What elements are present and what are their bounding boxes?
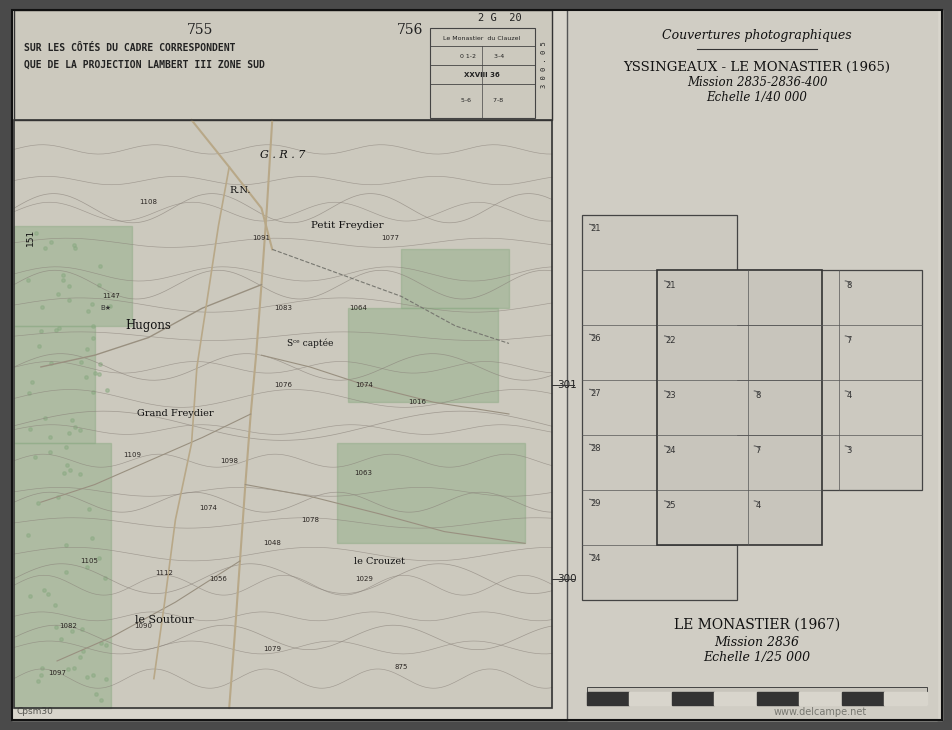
Bar: [799, 692, 842, 705]
Text: 0 1-2         3-4: 0 1-2 3-4: [460, 53, 504, 58]
Polygon shape: [347, 308, 498, 402]
Text: 3 0 0 . 0 5: 3 0 0 . 0 5: [541, 42, 546, 88]
Text: 756: 756: [396, 23, 423, 37]
Text: www.delcampe.net: www.delcampe.net: [773, 707, 865, 717]
Text: 26: 26: [589, 334, 600, 343]
Text: YSSINGEAUX - LE MONASTIER (1965): YSSINGEAUX - LE MONASTIER (1965): [623, 61, 889, 74]
Text: Le Monastier  du Clauzel: Le Monastier du Clauzel: [443, 36, 520, 40]
Text: 1029: 1029: [354, 576, 372, 582]
Text: 1064: 1064: [349, 305, 367, 311]
Text: R.N.: R.N.: [229, 186, 250, 195]
Text: 755: 755: [187, 23, 213, 37]
Text: 1108: 1108: [139, 199, 157, 205]
Text: Couvertures photographiques: Couvertures photographiques: [662, 28, 851, 42]
Bar: [586, 687, 926, 705]
Bar: [566, 10, 936, 720]
Text: Echelle 1/40 000: Echelle 1/40 000: [705, 91, 806, 104]
Text: 1097: 1097: [48, 669, 66, 676]
Text: 24: 24: [664, 446, 675, 455]
Text: Sᶜᵉ captée: Sᶜᵉ captée: [287, 339, 333, 348]
Text: Mission 2835-2836-400: Mission 2835-2836-400: [686, 77, 826, 90]
Text: 29: 29: [589, 499, 600, 508]
Text: G . R . 7: G . R . 7: [260, 150, 306, 161]
Text: 21: 21: [664, 281, 675, 290]
Text: 151: 151: [26, 229, 34, 246]
Text: 300: 300: [557, 574, 576, 584]
Text: 1098: 1098: [220, 458, 238, 464]
Text: 1076: 1076: [274, 382, 291, 388]
Text: 5-6           7-8: 5-6 7-8: [461, 99, 503, 104]
Text: 8: 8: [755, 391, 761, 400]
Text: 2 G  20: 2 G 20: [478, 13, 522, 23]
Text: 8: 8: [846, 281, 851, 290]
Text: Grand Freydier: Grand Freydier: [137, 410, 213, 418]
Bar: [629, 692, 671, 705]
Text: 27: 27: [589, 389, 600, 399]
Text: 22: 22: [664, 336, 675, 345]
Text: Petit Freydier: Petit Freydier: [311, 221, 384, 231]
Text: 1016: 1016: [408, 399, 426, 405]
Bar: [756, 692, 799, 705]
Text: 7: 7: [846, 336, 851, 345]
Text: 23: 23: [664, 391, 675, 400]
Text: le Crouzet: le Crouzet: [354, 556, 405, 566]
Text: 1078: 1078: [301, 517, 319, 523]
Text: 1083: 1083: [274, 305, 291, 311]
Text: 1109: 1109: [123, 452, 141, 458]
Text: Echelle 1/25 000: Echelle 1/25 000: [703, 651, 810, 664]
Text: 1079: 1079: [263, 646, 281, 652]
Text: 28: 28: [589, 445, 600, 453]
Text: 25: 25: [664, 501, 675, 510]
Text: 1074: 1074: [354, 382, 372, 388]
Polygon shape: [14, 226, 132, 326]
Text: 1074: 1074: [199, 505, 216, 511]
Bar: [883, 692, 926, 705]
Text: 1105: 1105: [80, 558, 98, 564]
Bar: [842, 692, 883, 705]
Bar: [14, 10, 551, 120]
Polygon shape: [336, 443, 525, 543]
Text: 1056: 1056: [209, 576, 228, 582]
Text: 21: 21: [589, 224, 600, 234]
Text: 1077: 1077: [381, 234, 399, 241]
Text: 3: 3: [846, 446, 851, 455]
Bar: [586, 692, 629, 705]
Text: 1112: 1112: [155, 569, 173, 576]
Text: 7: 7: [755, 446, 761, 455]
Bar: [14, 10, 551, 120]
Text: 4: 4: [755, 501, 761, 510]
Text: XXVIII 36: XXVIII 36: [464, 72, 500, 78]
Text: 1091: 1091: [252, 234, 270, 241]
Text: SUR LES CÔTÉS DU CADRE CORRESPONDENT: SUR LES CÔTÉS DU CADRE CORRESPONDENT: [24, 43, 235, 53]
Text: 1048: 1048: [263, 540, 281, 546]
Text: le Soutour: le Soutour: [135, 615, 194, 625]
Text: 24: 24: [589, 554, 600, 564]
Bar: [714, 692, 756, 705]
Bar: [671, 692, 714, 705]
Text: 1090: 1090: [134, 623, 152, 629]
Text: Mission 2836: Mission 2836: [714, 636, 799, 648]
Text: B★: B★: [100, 305, 110, 311]
Polygon shape: [14, 326, 94, 443]
Text: Cpsm30: Cpsm30: [16, 707, 53, 717]
Text: 1063: 1063: [354, 470, 372, 476]
Bar: [14, 120, 551, 708]
Polygon shape: [14, 443, 110, 708]
Text: Hugons: Hugons: [126, 319, 171, 332]
Bar: [582, 215, 736, 600]
Bar: [429, 28, 534, 118]
Text: LE MONASTIER (1967): LE MONASTIER (1967): [673, 618, 840, 632]
Text: 875: 875: [394, 664, 407, 670]
Text: QUE DE LA PROJECTION LAMBERT III ZONE SUD: QUE DE LA PROJECTION LAMBERT III ZONE SU…: [24, 60, 265, 70]
Bar: [14, 120, 551, 708]
Bar: [736, 270, 921, 490]
Text: 4: 4: [846, 391, 851, 400]
Polygon shape: [401, 250, 508, 308]
Text: 1082: 1082: [59, 623, 77, 629]
Text: 1147: 1147: [102, 293, 120, 299]
Text: 301: 301: [557, 380, 576, 390]
Bar: [656, 270, 822, 545]
